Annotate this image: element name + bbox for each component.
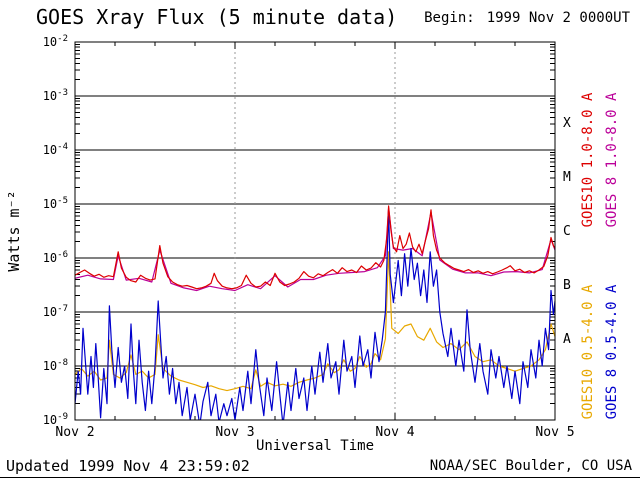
x-tick-label: Nov 3 xyxy=(215,425,254,440)
series-line-goes8-long xyxy=(75,207,555,292)
x-tick-label: Nov 5 xyxy=(535,425,574,440)
begin-label: Begin: xyxy=(424,10,475,26)
x-tick-label: Nov 2 xyxy=(55,425,94,440)
legend-goes8-short: GOES 8 0.5-4.0 A xyxy=(604,284,620,420)
flare-class-label: C xyxy=(563,224,571,239)
source-credit: NOAA/SEC Boulder, CO USA xyxy=(429,458,632,474)
series-line-goes10-long xyxy=(75,205,555,290)
y-tick-label: 10-8 xyxy=(43,358,68,373)
y-tick-label: 10-5 xyxy=(43,196,68,211)
begin-time: Begin: 1999 Nov 2 0000UT xyxy=(424,10,630,26)
y-tick-label: 10-4 xyxy=(43,142,68,157)
y-tick-label: 10-3 xyxy=(43,88,68,103)
legend-goes10-long: GOES10 1.0-8.0 A xyxy=(580,92,596,228)
legend-goes8-long: GOES 8 1.0-8.0 A xyxy=(604,92,620,228)
legend-goes10-short: GOES10 0.5-4.0 A xyxy=(580,284,596,420)
updated-timestamp: Updated 1999 Nov 4 23:59:02 xyxy=(6,457,250,475)
flare-class-label: M xyxy=(563,170,571,185)
y-tick-label: 10-2 xyxy=(43,34,68,49)
begin-value: 1999 Nov 2 0000UT xyxy=(486,10,630,26)
series-line-goes10-short xyxy=(75,251,555,392)
flare-class-label: A xyxy=(563,332,571,347)
bottom-divider xyxy=(0,477,640,478)
y-tick-label: 10-7 xyxy=(43,304,68,319)
x-axis-title: Universal Time xyxy=(255,438,375,454)
flare-class-label: B xyxy=(563,278,571,293)
y-tick-label: 10-6 xyxy=(43,250,68,265)
x-tick-label: Nov 4 xyxy=(375,425,414,440)
plot-frame xyxy=(74,41,556,421)
chart-title: GOES Xray Flux (5 minute data) xyxy=(36,5,398,29)
flare-class-label: X xyxy=(563,116,571,131)
series-line-goes8-short xyxy=(75,208,555,420)
